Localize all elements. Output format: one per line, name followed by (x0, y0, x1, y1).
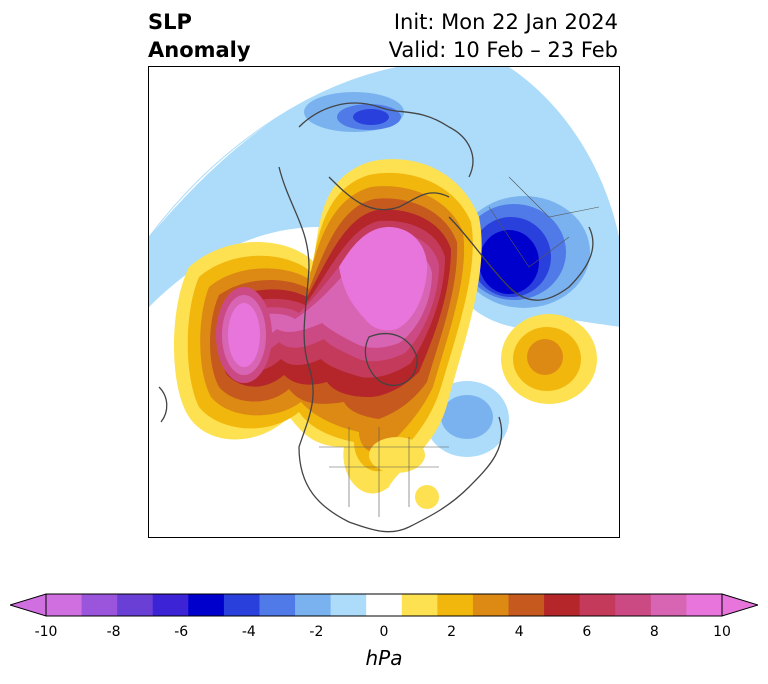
colorbar-cell (401, 594, 438, 616)
coastlines (158, 102, 594, 533)
colorbar-tick-label: 8 (649, 624, 659, 640)
colorbar-cell (366, 594, 403, 616)
colorbar-cell (544, 594, 581, 616)
init-date: Init: Mon 22 Jan 2024 (393, 10, 618, 34)
anomaly-map (149, 67, 619, 533)
colorbar-tick-label: -10 (34, 624, 58, 640)
colorbar-tick-label: 0 (379, 624, 389, 640)
contour-fill (149, 67, 619, 509)
colorbar-unit: hPa (365, 646, 403, 670)
time-info: Init: Mon 22 Jan 2024 Valid: 10 Feb – 23… (389, 8, 618, 64)
borders (319, 176, 600, 517)
colorbar-cell (152, 594, 189, 616)
colorbar-extend-low (10, 593, 47, 617)
colorbar-tick-label: 6 (582, 624, 592, 640)
colorbar-cell (259, 594, 296, 616)
colorbar-cell (437, 594, 474, 616)
colorbar-cell (46, 594, 83, 616)
colorbar-extend-high (721, 593, 758, 617)
colorbar-tick-label: 10 (713, 624, 731, 640)
colorbar-cell (81, 594, 118, 616)
title-line-1: SLP (148, 10, 192, 34)
colorbar-tick-label: -4 (241, 624, 256, 640)
colorbar-tick-label: -2 (309, 624, 324, 640)
colorbar-tick-label: 4 (514, 624, 524, 640)
colorbar-cell (472, 594, 510, 616)
colorbar-tick-label: 2 (447, 624, 457, 640)
colorbar-tick-label: -6 (174, 624, 189, 640)
colorbar-cell (650, 594, 687, 616)
colorbar-cell (188, 594, 225, 616)
colorbar-cell (223, 594, 260, 616)
colorbar-cell (686, 594, 723, 616)
colorbar (10, 593, 758, 617)
map-panel (148, 66, 620, 538)
title-line-2: Anomaly (148, 38, 251, 62)
colorbar-cell (615, 594, 652, 616)
map-title: SLP Anomaly (148, 8, 251, 64)
colorbar-cell (579, 594, 616, 616)
valid-range: Valid: 10 Feb – 23 Feb (388, 38, 618, 62)
colorbar-cell (508, 594, 545, 616)
colorbar-cell (295, 594, 332, 616)
colorbar-cell (117, 594, 154, 616)
colorbar-cell (330, 594, 367, 616)
colorbar-tick-label: -8 (106, 624, 121, 640)
